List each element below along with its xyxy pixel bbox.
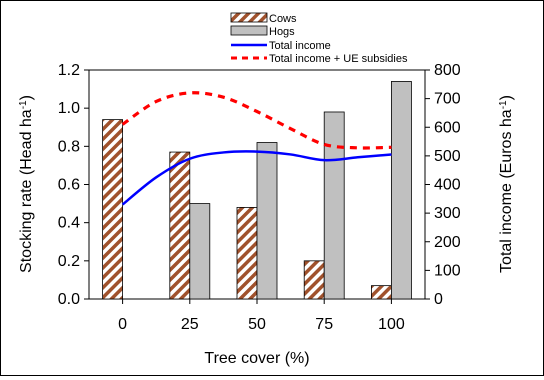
y-axis-label-left-sup: -1 [18,100,29,109]
bar-cows-75 [303,260,325,300]
axes-layer: 0.00.20.40.60.81.01.20100200300400500600… [58,62,461,333]
legend-swatch-cows [230,12,268,23]
bar-cows-50 [236,206,258,300]
series-line-total-income-subsidies [121,91,392,150]
bar-cows-0 [102,119,123,300]
y-axis-label-left-main: Stocking rate (Head ha [18,109,35,273]
legend-swatch-hogs [230,25,268,36]
y-axis-label-right-tail: ) [498,95,515,100]
y-left-tick-label: 1.0 [58,100,80,117]
y-left-tick-label: 0.2 [58,253,80,270]
line-layer [121,91,392,206]
y-left-tick-label: 0.4 [58,215,80,232]
legend-label-total-income: Total income [269,40,331,52]
x-tick-label: 75 [315,316,333,333]
y-left-tick-label: 0.6 [58,177,80,194]
bar-cows-25 [169,151,191,300]
y-left-tick-label: 1.2 [58,62,80,79]
legend-label-total-income-subsidies: Total income + UE subsidies [269,53,408,65]
y-right-tick-label: 100 [434,262,461,279]
bar-hogs-25 [189,203,211,300]
y-right-tick-label: 400 [434,177,461,194]
y-axis-label-right: Total income (Euros ha-1) [498,95,516,273]
y-right-tick-label: 300 [434,205,461,222]
y-right-tick-label: 500 [434,148,461,165]
y-axis-label-right-main: Total income (Euros ha [498,109,515,273]
legend: Cows Hogs Total income Total income + UE… [230,12,408,65]
bar-layer [102,81,412,300]
x-tick-label: 0 [118,316,127,333]
legend-label-cows: Cows [269,13,297,25]
bar-hogs-50 [256,142,278,300]
y-axis-label-left: Stocking rate (Head ha-1) [18,95,36,273]
x-tick-label: 50 [248,316,266,333]
y-right-tick-label: 200 [434,234,461,251]
y-right-tick-label: 800 [434,62,461,79]
y-right-tick-label: 600 [434,119,461,136]
series-line-total-income [121,150,392,206]
y-right-tick-label: 700 [434,91,461,108]
y-left-tick-label: 0.8 [58,138,80,155]
bar-hogs-100 [390,81,412,300]
bar-hogs-75 [323,111,345,300]
y-axis-label-left-tail: ) [18,95,35,100]
legend-label-hogs: Hogs [269,26,295,38]
y-right-tick-label: 0 [434,291,443,308]
x-tick-label: 25 [181,316,199,333]
bar-cows-100 [370,285,392,300]
x-tick-label: 100 [378,316,405,333]
y-left-tick-label: 0.0 [58,291,80,308]
y-axis-label-right-sup: -1 [498,100,509,109]
x-axis-label: Tree cover (%) [204,350,309,367]
